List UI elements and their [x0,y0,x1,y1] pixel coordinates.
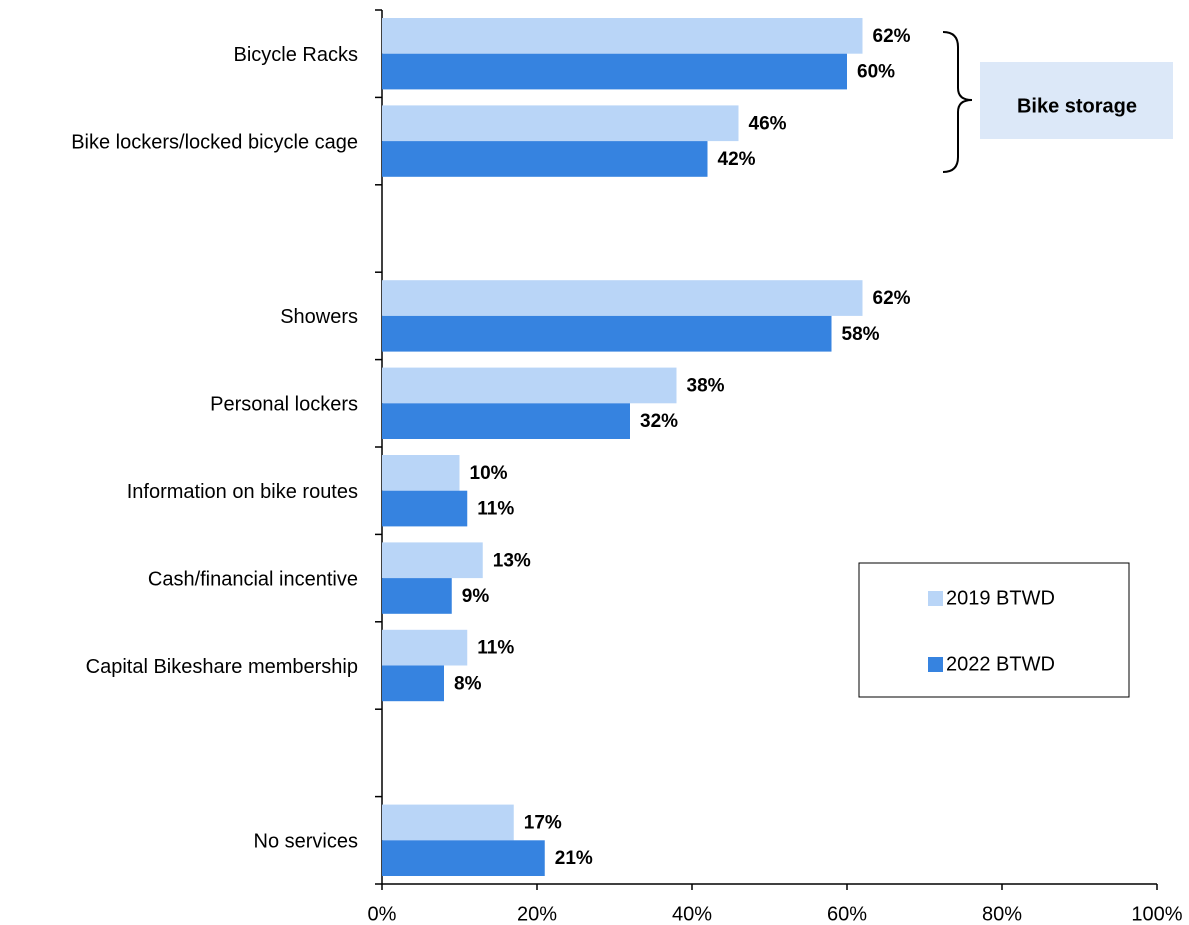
bar [382,578,452,614]
y-tick-label: Capital Bikeshare membership [86,656,358,678]
y-tick-label: Personal lockers [210,394,358,416]
y-tick-label: Bike lockers/locked bicycle cage [71,131,358,153]
legend-swatch [928,591,943,606]
value-label: 21% [555,848,593,869]
bar [382,840,545,876]
bar [382,490,468,527]
bar [382,18,863,54]
value-label: 13% [493,550,531,571]
value-label: 32% [640,411,678,432]
legend-label: 2022 BTWD [946,653,1055,675]
legend-box [858,562,1130,698]
brace [942,31,973,173]
bar [382,280,863,316]
value-label: 8% [454,673,482,694]
x-tick-label: 20% [517,903,557,925]
bar [382,665,444,702]
y-tick-label: Information on bike routes [127,481,358,503]
value-label: 17% [524,812,562,833]
value-label: 60% [857,62,895,83]
bar [382,403,630,439]
legend-swatch [928,657,943,672]
value-label: 11% [477,499,514,520]
value-label: 38% [687,375,725,396]
bar [382,315,832,352]
value-label: 62% [873,26,911,47]
x-tick-label: 40% [672,903,712,925]
x-tick-label: 0% [368,903,397,925]
value-label: 10% [470,463,508,484]
y-tick-label: Cash/financial incentive [148,568,358,590]
bar [382,542,483,579]
annotation-box [980,62,1173,139]
value-label: 42% [718,149,756,170]
bar [382,141,708,177]
bar [382,629,468,666]
bar [382,804,514,841]
x-tick-label: 100% [1131,903,1182,925]
y-tick-label: No services [254,831,358,853]
value-label: 9% [462,586,490,607]
bar [382,455,460,491]
value-label: 62% [873,288,911,309]
bar [382,53,847,90]
x-tick-label: 80% [982,903,1022,925]
legend-label: 2019 BTWD [946,587,1055,609]
value-label: 58% [842,324,880,345]
annotation: Bike storage [1017,95,1137,117]
value-label: 11% [477,638,514,659]
value-label: 46% [749,113,787,134]
x-tick-label: 60% [827,903,867,925]
y-tick-label: Bicycle Racks [234,44,358,66]
bar [382,367,677,404]
y-tick-label: Showers [280,306,358,328]
bar [382,105,739,142]
